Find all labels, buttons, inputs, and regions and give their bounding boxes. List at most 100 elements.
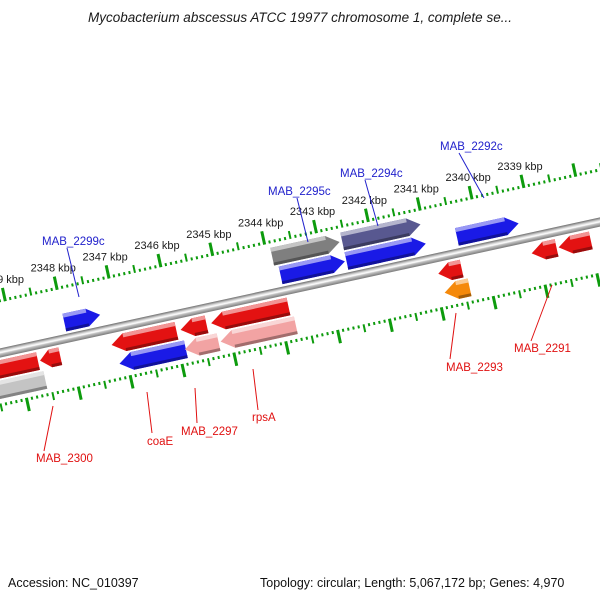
gene-label: MAB_2297 bbox=[181, 426, 238, 438]
minor-tick bbox=[315, 334, 319, 338]
minor-tick bbox=[30, 396, 34, 400]
minor-tick bbox=[590, 274, 594, 278]
minor-tick bbox=[274, 343, 277, 347]
minor-tick bbox=[300, 337, 303, 342]
gene-arrow-MAB_2292c[interactable] bbox=[454, 215, 521, 246]
minor-tick bbox=[164, 262, 168, 267]
minor-tick bbox=[149, 370, 153, 374]
major-tick bbox=[284, 340, 291, 355]
minor-tick bbox=[212, 356, 215, 361]
gene-arrow[interactable] bbox=[278, 253, 347, 285]
minor-tick bbox=[351, 222, 354, 226]
minor-tick bbox=[82, 385, 86, 389]
minor-tick bbox=[231, 248, 235, 252]
gene-arrow[interactable] bbox=[436, 259, 464, 283]
gene-arrow[interactable] bbox=[183, 333, 221, 358]
minor-tick bbox=[429, 309, 433, 313]
minor-tick bbox=[113, 378, 117, 382]
gene-arrow[interactable] bbox=[530, 239, 559, 262]
minor-tick bbox=[372, 321, 376, 326]
gene-arrow[interactable] bbox=[38, 347, 63, 369]
minor-tick bbox=[320, 228, 323, 233]
minor-tick bbox=[445, 305, 449, 310]
minor-tick bbox=[186, 362, 189, 366]
gene-arrow-rpsA[interactable] bbox=[219, 316, 298, 350]
medium-tick bbox=[236, 242, 240, 251]
minor-tick bbox=[423, 206, 427, 210]
minor-tick bbox=[279, 342, 283, 346]
minor-tick bbox=[460, 198, 463, 202]
gene-arrow[interactable] bbox=[110, 322, 179, 354]
minor-tick bbox=[97, 277, 100, 281]
axis-tick-label: 2345 kbp bbox=[186, 229, 231, 241]
major-tick bbox=[76, 386, 83, 401]
major-tick bbox=[208, 242, 215, 257]
gene-arrow-coaE[interactable] bbox=[118, 340, 188, 372]
major-tick bbox=[439, 307, 446, 321]
minor-tick bbox=[46, 393, 49, 397]
minor-tick bbox=[371, 217, 375, 222]
minor-tick bbox=[523, 289, 526, 293]
minor-tick bbox=[383, 319, 386, 323]
minor-tick bbox=[537, 181, 541, 185]
minor-tick bbox=[138, 268, 142, 272]
gene-arrow[interactable] bbox=[0, 371, 48, 404]
medium-tick bbox=[495, 185, 499, 194]
gene-label-leader bbox=[296, 197, 309, 243]
gene-label-leader bbox=[146, 391, 153, 434]
minor-tick bbox=[299, 233, 302, 237]
gene-label-leader bbox=[66, 247, 80, 298]
minor-tick bbox=[449, 200, 453, 205]
gene-arrow-MAB_2299c[interactable] bbox=[62, 306, 102, 332]
minor-tick bbox=[278, 238, 282, 242]
medium-tick bbox=[391, 208, 396, 217]
gene-arrow[interactable] bbox=[344, 235, 428, 270]
gene-label-layer: MAB_2299c MAB_2295c MAB_2294c MAB_2292c MAB_… bbox=[36, 141, 571, 465]
gene-label: MAB_2294c bbox=[340, 168, 403, 180]
gene-arrow-MAB_2293[interactable] bbox=[443, 278, 472, 302]
major-tick bbox=[467, 185, 474, 200]
gene-arrow-MAB_2294c[interactable] bbox=[340, 216, 422, 251]
medium-tick bbox=[518, 290, 522, 299]
minor-tick bbox=[461, 302, 464, 306]
gene-label-leader bbox=[364, 179, 379, 227]
minor-tick bbox=[345, 223, 349, 227]
major-tick bbox=[312, 219, 318, 234]
gene-arrow-MAB_2295c[interactable] bbox=[270, 233, 341, 266]
gene-arrow-MAB_2291[interactable] bbox=[557, 231, 593, 257]
medium-tick bbox=[0, 403, 4, 412]
minor-tick bbox=[439, 202, 442, 207]
sequence-title: Mycobacterium abscessus ATCC 19977 chrom… bbox=[88, 10, 512, 25]
minor-tick bbox=[14, 295, 17, 300]
gene-label: MAB_2292c bbox=[440, 141, 503, 153]
minor-tick bbox=[367, 322, 371, 327]
minor-tick bbox=[190, 257, 194, 261]
medium-tick bbox=[80, 276, 85, 285]
minor-tick bbox=[226, 249, 230, 253]
axis-tick-label: 2342 kbp bbox=[342, 195, 387, 207]
major-tick bbox=[260, 231, 267, 245]
minor-tick bbox=[331, 330, 335, 335]
gene-arrow[interactable] bbox=[209, 297, 291, 332]
minor-tick bbox=[511, 187, 515, 191]
major-tick bbox=[415, 197, 422, 211]
minor-tick bbox=[419, 311, 423, 315]
minor-tick bbox=[122, 271, 126, 276]
minor-tick bbox=[222, 354, 226, 359]
minor-tick bbox=[533, 286, 537, 291]
axis-tick-label: 2339 kbp bbox=[497, 161, 542, 173]
minor-tick bbox=[283, 236, 287, 241]
minor-tick bbox=[65, 284, 69, 288]
major-tick bbox=[519, 174, 526, 189]
gene-arrow[interactable] bbox=[179, 315, 209, 338]
major-tick bbox=[336, 329, 342, 344]
gene-arrow[interactable] bbox=[0, 352, 40, 384]
minor-tick bbox=[502, 293, 506, 297]
major-tick bbox=[387, 318, 394, 333]
minor-tick bbox=[170, 365, 174, 370]
minor-tick bbox=[243, 350, 246, 354]
major-tick bbox=[571, 163, 578, 177]
minor-tick bbox=[579, 172, 582, 176]
minor-tick bbox=[200, 254, 204, 259]
